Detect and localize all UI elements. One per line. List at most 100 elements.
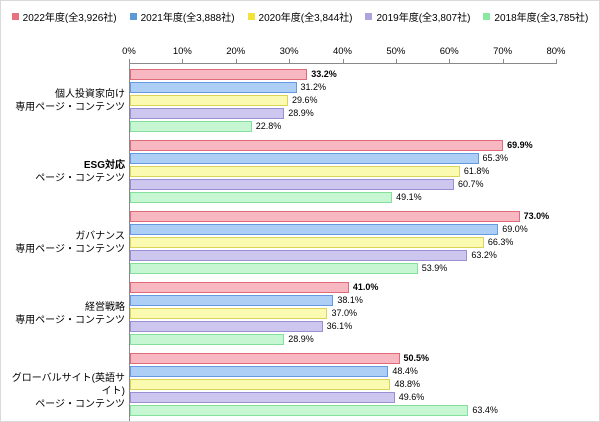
category-label: 経営戦略 専用ページ・コンテンツ xyxy=(3,301,125,327)
bar xyxy=(130,295,334,306)
category-label: 個人投資家向け 専用ページ・コンテンツ xyxy=(3,88,125,114)
x-tick-label: 30% xyxy=(279,46,299,57)
value-label: 61.8% xyxy=(463,166,490,176)
bar xyxy=(130,366,389,377)
value-label: 28.9% xyxy=(288,334,314,344)
category-label-line: 専用ページ・コンテンツ xyxy=(15,243,125,255)
category-label-line: ページ・コンテンツ xyxy=(35,398,125,410)
bar xyxy=(130,392,395,403)
bar xyxy=(130,192,393,203)
x-tick-mark xyxy=(289,59,291,63)
bar xyxy=(130,308,328,319)
legend-label: 2018年度(全3,785社) xyxy=(494,13,589,24)
bar xyxy=(130,353,400,364)
x-tick-mark xyxy=(129,59,130,63)
value-label: 69.0% xyxy=(502,224,528,234)
legend-item: 2020年度(全3,844社) xyxy=(247,9,353,24)
value-label: 65.3% xyxy=(482,153,509,163)
bar xyxy=(130,334,285,345)
category-label-line: 専用ページ・コンテンツ xyxy=(15,314,125,326)
x-tick-label: 80% xyxy=(546,46,566,57)
value-label: 37.0% xyxy=(331,308,358,318)
category-label-line: 経営戦略 xyxy=(85,301,125,313)
legend-item: 2018年度(全3,785社) xyxy=(483,9,588,24)
value-label: 60.7% xyxy=(457,179,484,189)
x-tick-label: 10% xyxy=(172,46,192,57)
category-label-line: 専用ページ・コンテンツ xyxy=(15,101,125,113)
y-axis-line xyxy=(129,63,130,421)
category-label-line: 個人投資家向け xyxy=(55,88,125,100)
bar xyxy=(130,121,252,132)
legend-label: 2019年度(全3,807社) xyxy=(376,13,471,24)
legend-item: 2021年度(全3,888社) xyxy=(129,9,235,24)
x-tick-mark xyxy=(449,59,451,63)
bar xyxy=(130,321,323,332)
legend-label: 2022年度(全3,926社) xyxy=(22,13,117,24)
value-label: 33.2% xyxy=(311,69,337,79)
x-tick-mark xyxy=(395,59,397,63)
bar xyxy=(130,166,460,177)
legend-swatch xyxy=(365,13,373,20)
legend-swatch xyxy=(129,13,137,20)
value-label: 73.0% xyxy=(523,211,550,221)
bar xyxy=(130,405,469,416)
x-tick-label: 50% xyxy=(386,46,406,57)
x-tick-label: 70% xyxy=(493,46,513,57)
bar xyxy=(130,237,484,248)
x-tick-label: 0% xyxy=(122,46,136,57)
bar xyxy=(130,82,297,93)
x-tick-mark xyxy=(235,59,237,63)
bar xyxy=(130,282,349,293)
x-axis-line xyxy=(129,63,557,64)
bar xyxy=(130,250,468,261)
bar xyxy=(130,211,520,222)
value-label: 49.6% xyxy=(398,392,425,402)
bar xyxy=(130,140,504,151)
legend-swatch xyxy=(483,13,491,20)
legend-item: 2022年度(全3,926社) xyxy=(11,9,117,24)
value-label: 69.9% xyxy=(507,140,533,150)
value-label: 66.3% xyxy=(487,237,514,247)
legend-label: 2021年度(全3,888社) xyxy=(140,13,235,24)
category-label-line: ページ・コンテンツ xyxy=(35,172,125,184)
category-label-line: ESG対応 xyxy=(83,159,125,171)
value-label: 29.6% xyxy=(291,95,318,105)
x-tick-mark xyxy=(182,59,184,63)
bar xyxy=(130,224,499,235)
legend-swatch xyxy=(11,13,19,20)
value-label: 63.2% xyxy=(471,250,497,260)
bar xyxy=(130,95,288,106)
value-label: 63.4% xyxy=(472,405,498,415)
x-tick-label: 20% xyxy=(226,46,246,57)
value-label: 38.1% xyxy=(337,295,363,305)
value-label: 28.9% xyxy=(288,108,314,118)
bar xyxy=(130,179,454,190)
bar xyxy=(130,379,391,390)
value-label: 50.5% xyxy=(403,353,430,363)
value-label: 41.0% xyxy=(352,282,379,292)
x-tick-mark xyxy=(556,59,557,63)
x-tick-mark xyxy=(342,59,344,63)
value-label: 48.8% xyxy=(394,379,420,389)
value-label: 53.9% xyxy=(421,263,448,273)
value-label: 48.4% xyxy=(392,366,418,376)
category-label: ガバナンス 専用ページ・コンテンツ xyxy=(3,230,125,256)
category-label: グローバルサイト(英語サイト) ページ・コンテンツ xyxy=(3,372,125,411)
bar xyxy=(130,153,479,164)
bar xyxy=(130,108,285,119)
legend-label: 2020年度(全3,844社) xyxy=(258,13,353,24)
x-tick-label: 40% xyxy=(332,46,352,57)
value-label: 36.1% xyxy=(326,321,353,331)
legend-swatch xyxy=(247,13,255,20)
bar xyxy=(130,263,418,274)
legend-item: 2019年度(全3,807社) xyxy=(365,9,470,24)
value-label: 22.8% xyxy=(255,121,282,131)
x-tick-label: 60% xyxy=(439,46,459,57)
category-label-line: ガバナンス xyxy=(75,230,125,242)
x-tick-mark xyxy=(502,59,504,63)
legend: 2022年度(全3,926社) 2021年度(全3,888社) 2020年度(全3,… xyxy=(1,9,599,24)
bar xyxy=(130,69,308,80)
category-label-line: グローバルサイト(英語サイト) xyxy=(11,372,125,397)
value-label: 49.1% xyxy=(396,192,422,202)
